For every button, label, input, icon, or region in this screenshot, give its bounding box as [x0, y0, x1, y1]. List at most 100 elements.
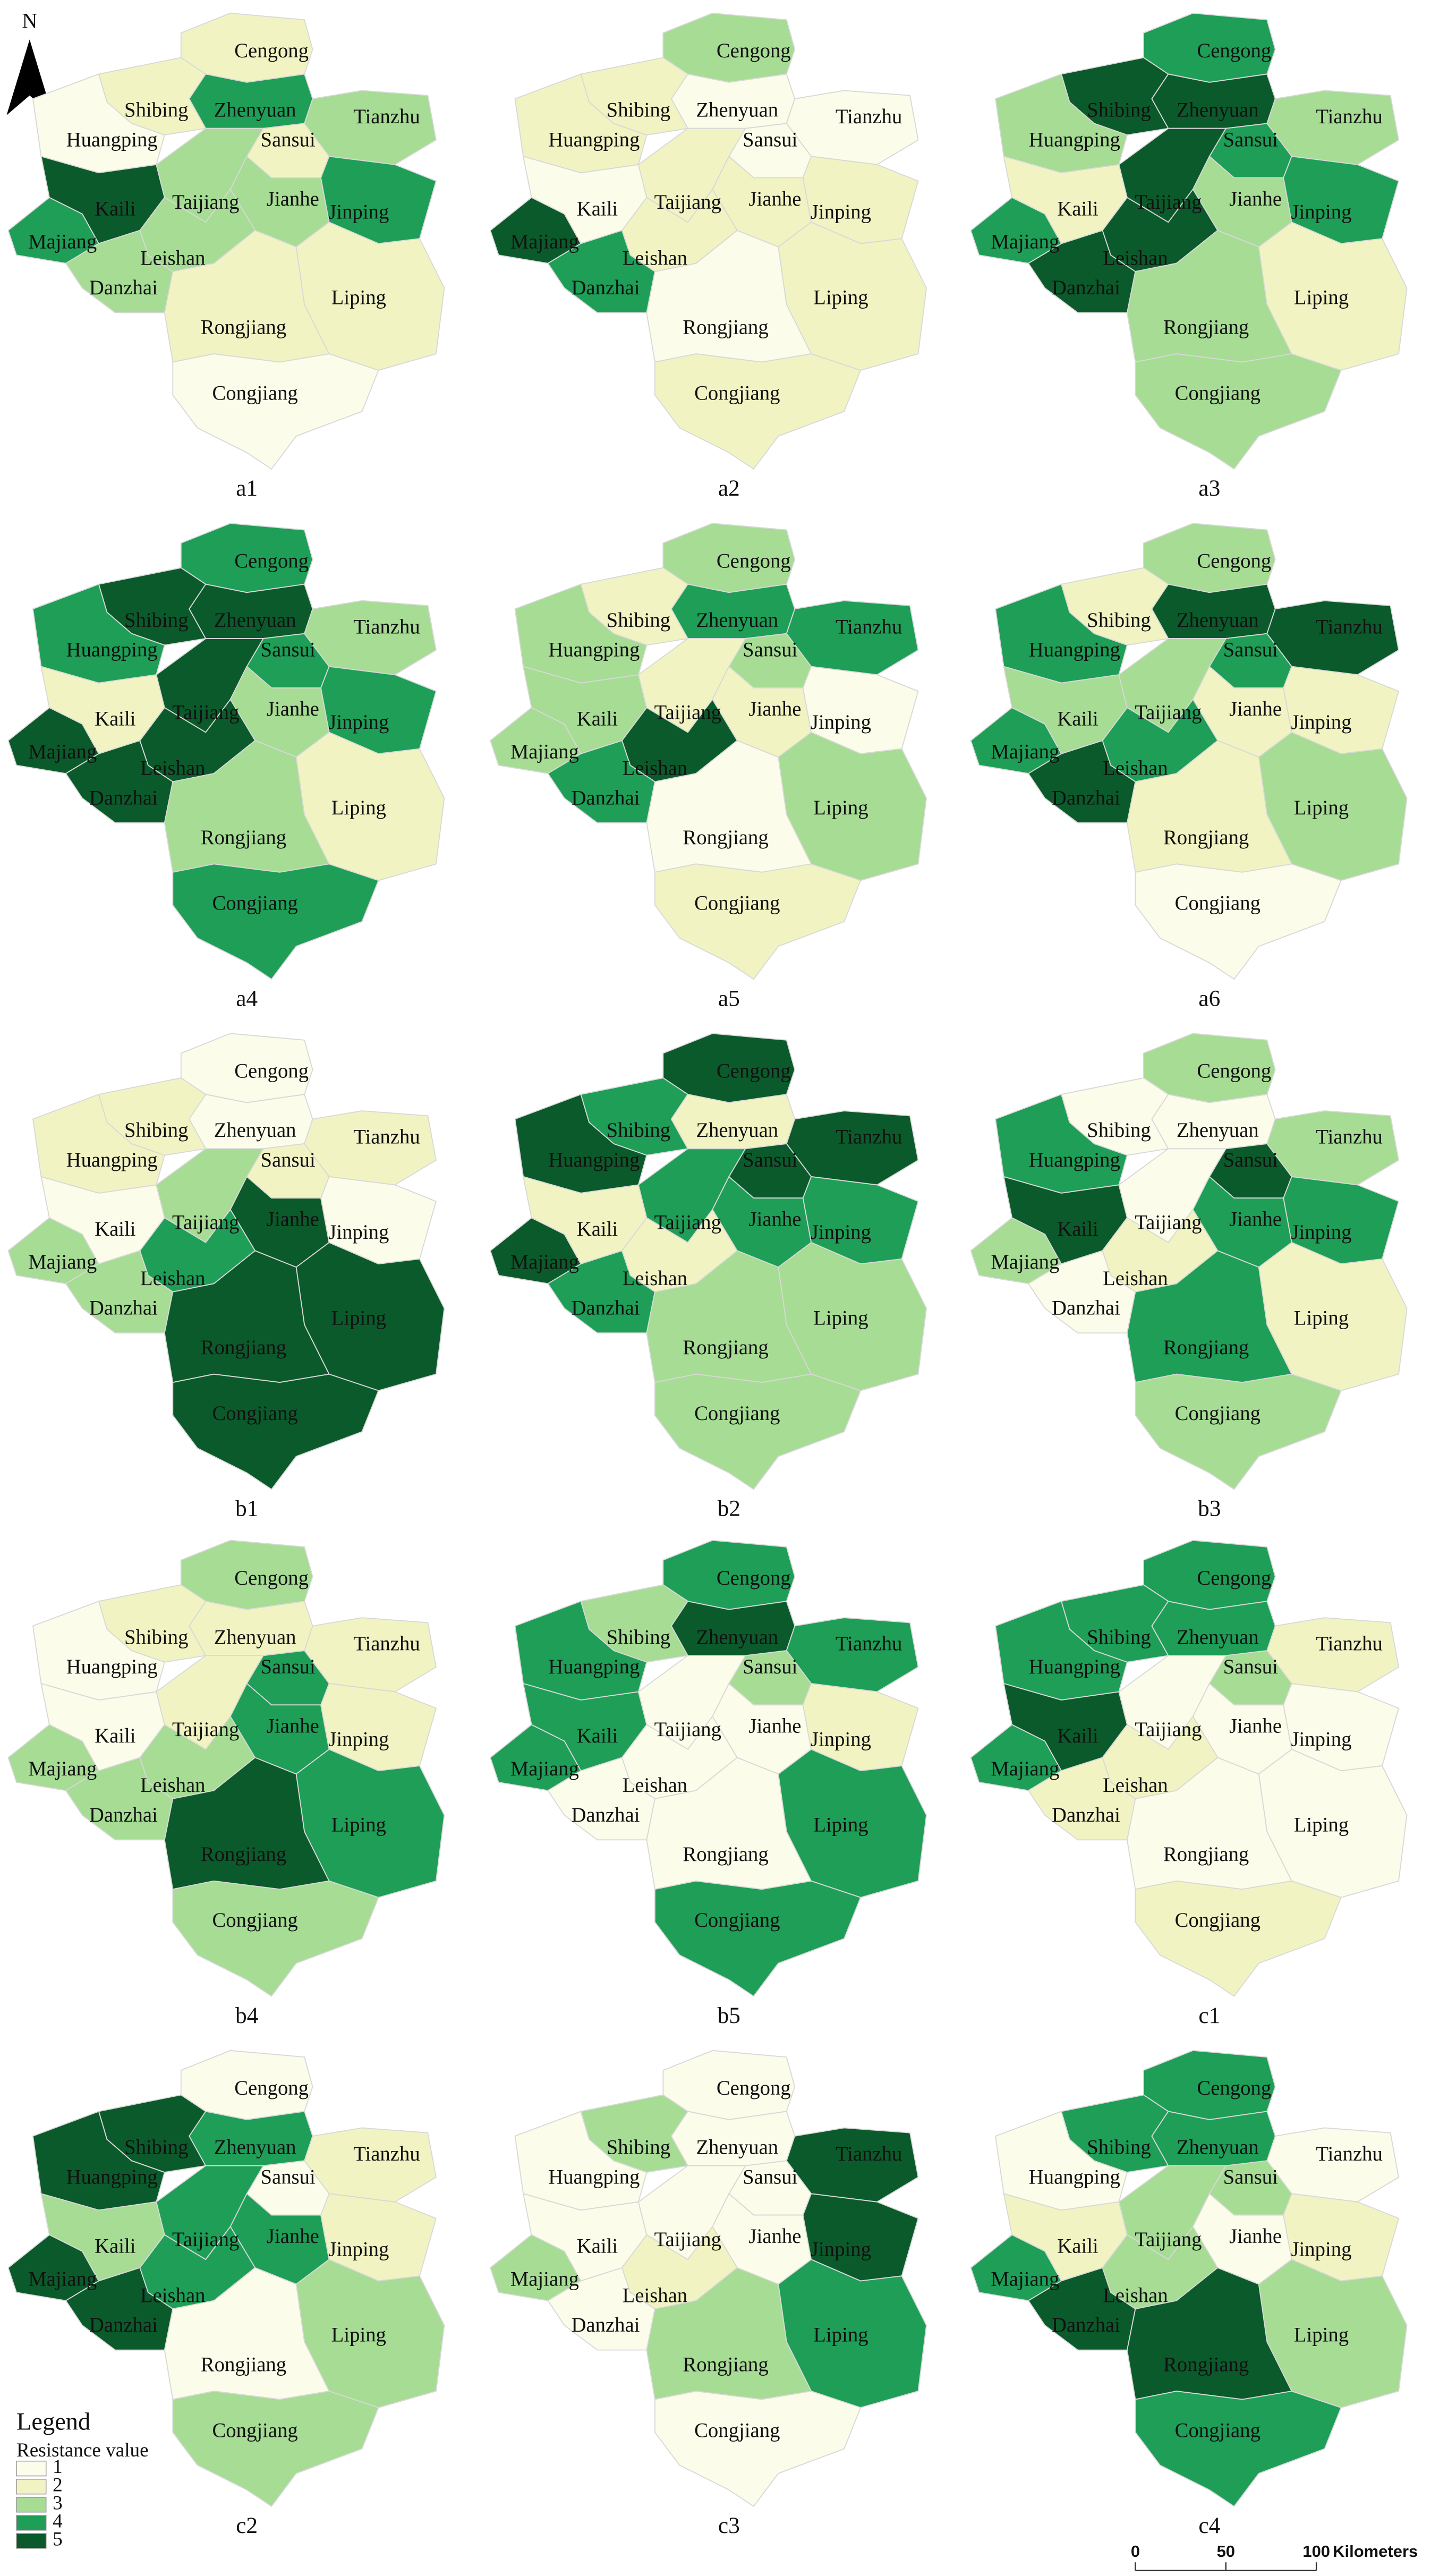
county-label: Congjiang — [1175, 1402, 1260, 1425]
county-label: Jianhe — [1229, 2225, 1282, 2248]
map-panel: Cengong Shibing Zhenyuan Tianzhu Huangping Sa… — [7, 1540, 445, 2028]
county-label: Taijiang — [1135, 701, 1202, 724]
panel-label: c1 — [1198, 2003, 1220, 2028]
county-label: Liping — [1294, 1813, 1349, 1836]
county-label: Congjiang — [212, 2419, 297, 2442]
county-label: Shibing — [1087, 1119, 1151, 1142]
county-label: Zhenyuan — [696, 1626, 778, 1648]
county-label: Cengong — [234, 1060, 309, 1083]
county-region — [654, 353, 862, 470]
county-label: Taijiang — [1135, 1211, 1202, 1234]
county-label: Huangping — [548, 128, 640, 151]
county-label: Sansui — [1223, 639, 1279, 661]
county-region — [1135, 2391, 1342, 2507]
county-label: Cengong — [234, 1567, 309, 1589]
county-label: Leishan — [140, 2284, 206, 2307]
county-label: Sansui — [743, 1655, 798, 1678]
county-label: Jianhe — [1229, 698, 1282, 720]
county-label: Taijiang — [1135, 2228, 1202, 2251]
county-region — [654, 2391, 862, 2507]
county-label: Jinping — [811, 1221, 871, 1244]
county-label: Leishan — [623, 757, 688, 780]
map-panel: Cengong Shibing Zhenyuan Tianzhu Huangping Sa… — [490, 2050, 927, 2538]
county-label: Tianzhu — [836, 1126, 902, 1149]
county-label: Tianzhu — [353, 105, 420, 128]
county-region — [654, 1373, 862, 1490]
county-region — [172, 1373, 379, 1490]
county-label: Shibing — [1087, 99, 1151, 122]
county-label: Jianhe — [749, 1208, 802, 1230]
county-label: Kaili — [577, 1724, 618, 1747]
county-label: Sansui — [743, 128, 798, 151]
county-label: Congjiang — [694, 381, 780, 404]
county-label: Kaili — [1057, 1218, 1098, 1240]
county-label: Huangping — [66, 1655, 158, 1678]
county-label: Congjiang — [1175, 2419, 1260, 2442]
county-label: Danzhai — [1052, 1804, 1120, 1826]
county-label: Huangping — [548, 639, 640, 661]
legend-label: 2 — [53, 2474, 63, 2496]
county-label: Shibing — [607, 1626, 671, 1648]
county-label: Tianzhu — [353, 2143, 420, 2165]
legend-swatch — [16, 2515, 47, 2531]
map-panel: Cengong Shibing Zhenyuan Tianzhu Huangping Sa… — [490, 1540, 927, 2028]
scale-label: 100 — [1302, 2542, 1330, 2561]
county-label: Kaili — [1057, 1724, 1098, 1747]
county-label: Taijiang — [172, 1718, 239, 1741]
county-label: Kaili — [577, 1218, 618, 1240]
county-region — [1135, 1373, 1342, 1490]
panel-label: c4 — [1198, 2513, 1220, 2538]
map-panel: Cengong Shibing Zhenyuan Tianzhu Huangping Sa… — [970, 12, 1408, 501]
county-region — [172, 863, 379, 980]
county-label: Taijiang — [1135, 1718, 1202, 1741]
panel-label: b5 — [718, 2003, 740, 2028]
county-label: Huangping — [1029, 1655, 1120, 1678]
county-label: Danzhai — [1052, 276, 1120, 299]
panel-label: b1 — [235, 1496, 258, 1521]
county-label: Kaili — [95, 1724, 136, 1747]
county-label: Jianhe — [1229, 1715, 1282, 1738]
county-label: Liping — [813, 286, 868, 309]
county-label: Leishan — [1103, 1774, 1168, 1797]
county-label: Cengong — [1197, 39, 1271, 62]
county-region — [1135, 1880, 1342, 1997]
map-panel: Cengong Shibing Zhenyuan Tianzhu Huangping Sa… — [970, 523, 1408, 1011]
county-label: Zhenyuan — [214, 609, 296, 632]
county-label: Congjiang — [694, 1402, 780, 1425]
county-label: Jianhe — [1229, 188, 1282, 210]
county-label: Jinping — [811, 2238, 871, 2261]
county-label: Leishan — [1103, 246, 1168, 269]
county-label: Huangping — [66, 2165, 158, 2188]
county-label: Congjiang — [1175, 381, 1260, 404]
county-label: Jianhe — [749, 698, 802, 720]
county-label: Taijiang — [654, 1718, 721, 1741]
county-label: Shibing — [607, 1119, 671, 1142]
panel-label: a2 — [718, 475, 740, 501]
county-label: Danzhai — [89, 786, 158, 809]
county-label: Huangping — [548, 2165, 640, 2188]
county-label: Sansui — [1223, 2165, 1279, 2188]
county-label: Shibing — [1087, 2136, 1151, 2159]
county-label: Shibing — [124, 2136, 189, 2159]
county-label: Sansui — [260, 639, 316, 661]
county-label: Cengong — [1197, 549, 1271, 572]
legend-swatch — [16, 2479, 47, 2495]
county-label: Shibing — [607, 609, 671, 632]
county-label: Tianzhu — [836, 1633, 902, 1655]
county-region — [654, 863, 862, 980]
county-label: Jinping — [811, 711, 871, 734]
county-label: Jianhe — [749, 2225, 802, 2248]
county-label: Congjiang — [1175, 892, 1260, 915]
county-label: Rongjiang — [201, 316, 286, 338]
county-label: Jinping — [328, 1221, 389, 1244]
panel-label: a1 — [236, 475, 258, 501]
county-label: Jianhe — [267, 1715, 319, 1738]
legend-label: 3 — [53, 2492, 63, 2514]
county-label: Majiang — [28, 2267, 97, 2290]
county-label: Congjiang — [694, 2419, 780, 2442]
county-label: Liping — [1294, 2324, 1349, 2347]
county-label: Sansui — [743, 2165, 798, 2188]
county-label: Sansui — [260, 2165, 316, 2188]
county-label: Majiang — [991, 741, 1059, 763]
